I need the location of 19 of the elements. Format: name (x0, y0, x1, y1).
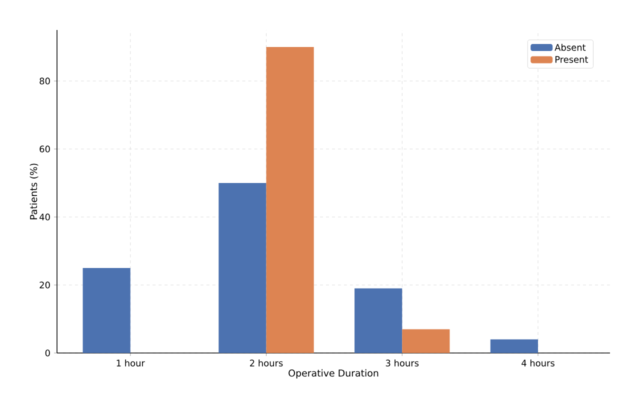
bar (218, 183, 266, 353)
bar (402, 329, 450, 353)
x-tick-label: 4 hours (522, 360, 554, 366)
x-tick-label: 3 hours (386, 360, 419, 366)
x-tick-label: 2 hours (250, 360, 283, 366)
y-tick-label: 0 (45, 350, 50, 356)
bar (82, 268, 130, 353)
bar (266, 47, 314, 353)
y-tick-label: 80 (40, 78, 50, 84)
y-axis-title: Patients (%) (30, 164, 38, 220)
y-tick-label: 40 (40, 214, 50, 220)
bar (490, 339, 538, 353)
bar (354, 288, 402, 353)
x-tick-label: 1 hour (116, 360, 145, 366)
y-tick-label: 60 (40, 146, 50, 152)
y-tick-label: 20 (40, 282, 50, 288)
legend-label: Absent (554, 44, 586, 51)
legend-label: Present (555, 56, 588, 63)
x-axis-title: Operative Duration (288, 369, 378, 378)
